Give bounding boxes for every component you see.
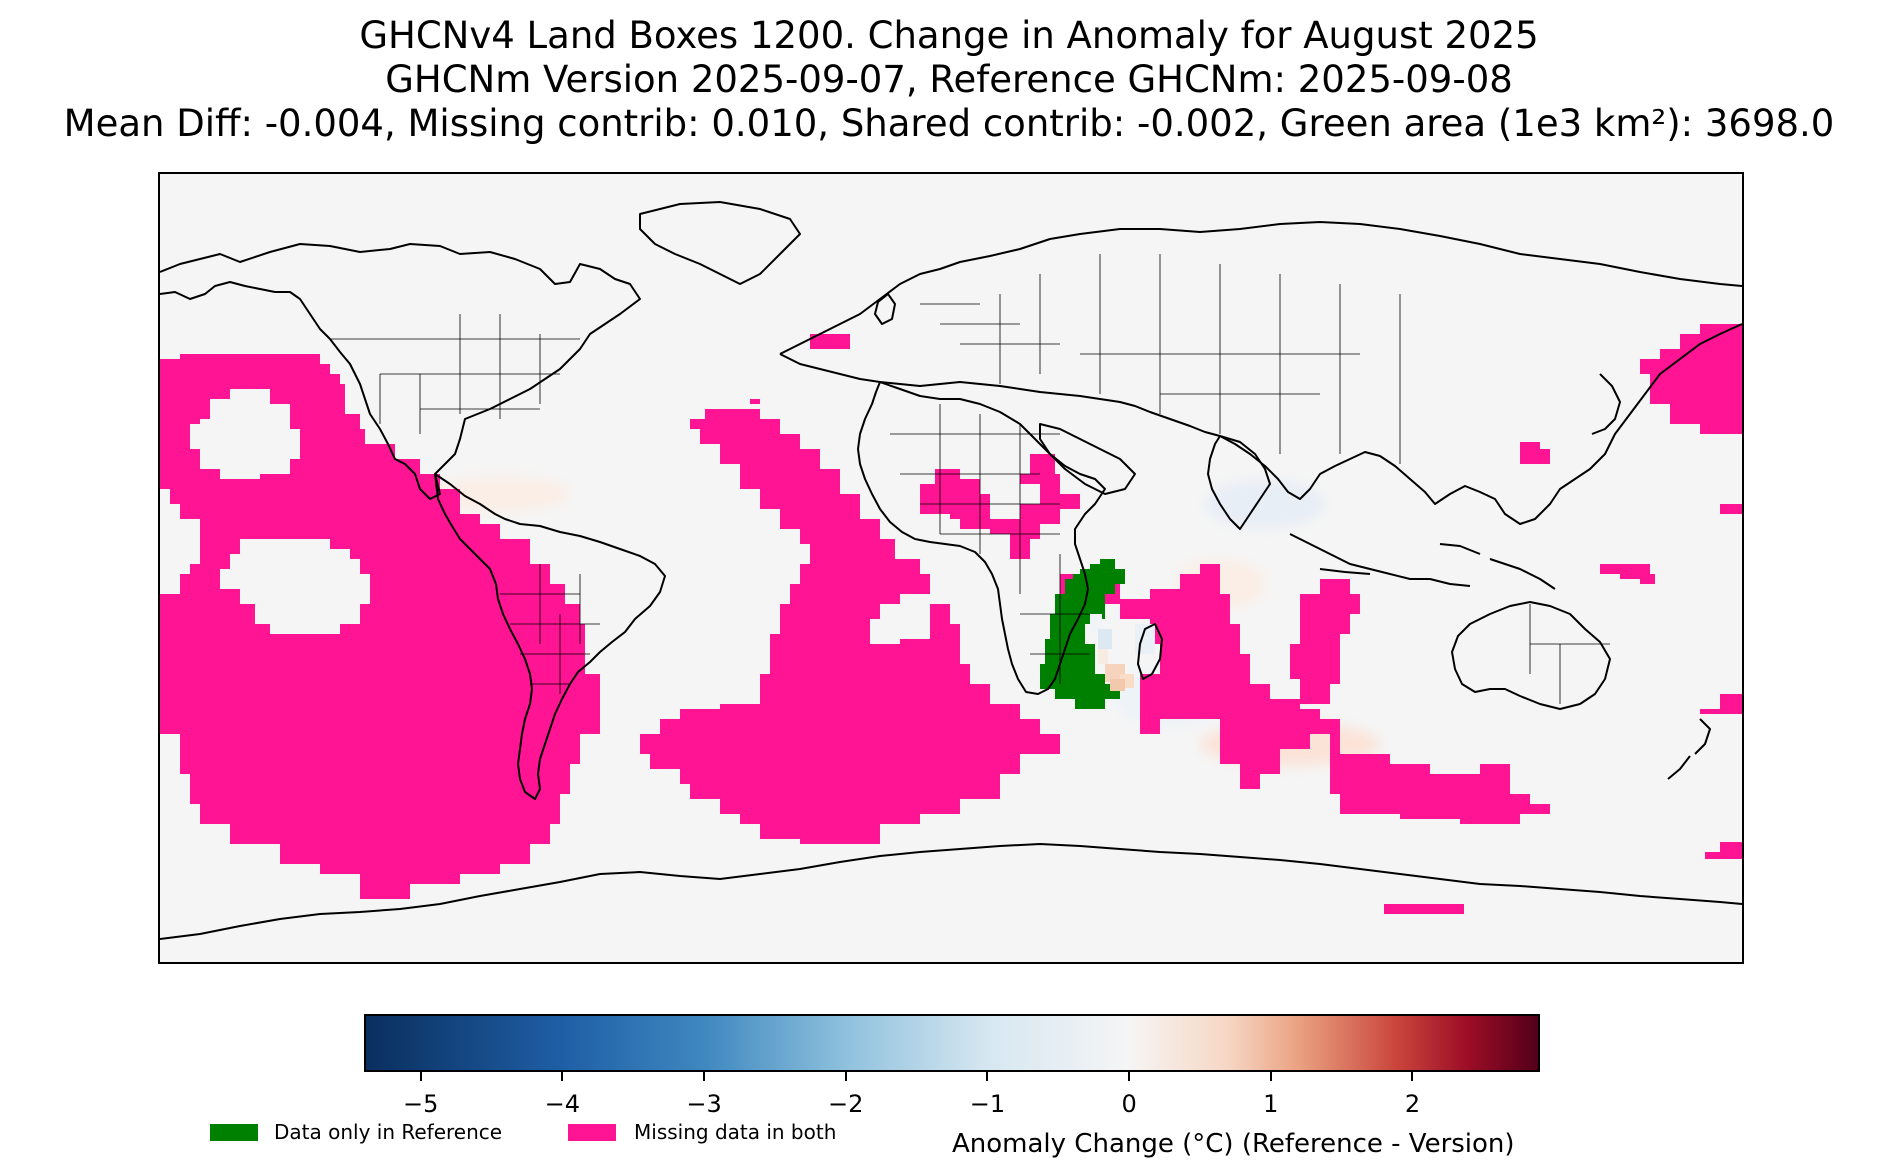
missing-region-north-atlantic	[810, 334, 850, 349]
border-layer	[330, 254, 1610, 704]
colorbar-tick-mark	[561, 1072, 564, 1081]
borders-south-america	[500, 564, 600, 694]
coastline-north-america	[160, 243, 641, 500]
map-panel	[158, 172, 1744, 964]
anomaly-cell	[1098, 649, 1108, 664]
coastline-layer	[160, 201, 1742, 940]
coastline-indonesia	[1289, 533, 1556, 590]
missing-region-east-africa	[920, 454, 1080, 559]
colorbar-tick-mark	[703, 1072, 706, 1081]
missing-region-south-atlantic	[640, 604, 1060, 844]
title-line-1: GHCNv4 Land Boxes 1200. Change in Anomal…	[359, 14, 1539, 57]
coastline-eurasia	[779, 221, 1742, 525]
missing-region-madagascar-east	[1170, 614, 1220, 684]
missing-region-pacific	[160, 354, 600, 899]
legend-swatch-missing-both	[568, 1124, 616, 1141]
colorbar-tick-mark	[1269, 1072, 1272, 1081]
missing-region-south-indian	[1290, 579, 1360, 704]
colorbar-tick-label: −1	[969, 1090, 1006, 1118]
colorbar-tick-label: −3	[686, 1090, 722, 1118]
anomaly-cell-layer	[1090, 614, 1155, 691]
colorbar-tick-label: 1	[1263, 1090, 1279, 1118]
legend-swatch-reference-only	[210, 1124, 258, 1141]
reference-only-layer	[1040, 559, 1125, 709]
legend-label-missing-both: Missing data in both	[634, 1120, 837, 1144]
colorbar-label: Anomaly Change (°C) (Reference - Version…	[952, 1129, 1515, 1159]
coastline-new-zealand	[1667, 718, 1711, 780]
colorbar-tick-mark	[419, 1072, 422, 1081]
reference-only-southern-africa	[1040, 559, 1125, 709]
missing-region-australia-south	[1330, 734, 1550, 824]
colorbar-tick-mark	[844, 1072, 847, 1081]
anomaly-patch	[1205, 479, 1325, 529]
missing-region-southeast-strip	[1700, 694, 1742, 714]
coastline-antarctica	[160, 843, 1742, 940]
coastline-india	[1207, 435, 1271, 530]
title-line-3: Mean Diff: -0.004, Missing contrib: 0.01…	[63, 102, 1835, 145]
missing-region-new-guinea	[1600, 564, 1655, 584]
missing-region-northwest-pacific	[1640, 324, 1742, 434]
borders-europe-asia	[920, 254, 1401, 464]
missing-region-philippine-sea	[1520, 442, 1550, 464]
title-line-2: GHCNm Version 2025-09-07, Reference GHCN…	[385, 58, 1513, 101]
missing-region-north-atlantic-2	[750, 399, 760, 404]
coastline-arabia	[1039, 423, 1136, 495]
borders-australia	[1529, 604, 1610, 704]
borders-north-america	[330, 314, 580, 434]
colorbar-tick-mark	[986, 1072, 989, 1081]
missing-data-layer	[160, 324, 1742, 914]
world-map	[160, 201, 1742, 940]
missing-region-antarctic-coast	[1384, 904, 1464, 914]
legend-label-reference-only: Data only in Reference	[274, 1120, 503, 1144]
colorbar-tick-label: −4	[544, 1090, 581, 1118]
colorbar	[364, 1014, 1540, 1072]
coastline-british-isles	[874, 293, 896, 325]
colorbar-tick-mark	[1128, 1072, 1131, 1081]
colorbar-tick-label: 0	[1121, 1090, 1137, 1118]
anomaly-patch	[430, 476, 570, 512]
anomaly-cell	[1110, 679, 1125, 691]
missing-region-pacific-west	[160, 594, 180, 604]
colorbar-tick-label: 2	[1404, 1090, 1421, 1118]
anomaly-cell	[1090, 614, 1102, 632]
missing-region-south-pacific-east	[1705, 842, 1742, 859]
borders-africa	[890, 404, 1090, 684]
anomaly-cell	[1098, 629, 1112, 649]
coastline-greenland	[639, 201, 801, 285]
colorbar-tick-mark	[1411, 1072, 1414, 1081]
missing-region-east-pacific-strip	[1720, 504, 1742, 514]
coastline-australia	[1451, 601, 1611, 710]
coastline-madagascar	[1137, 623, 1163, 680]
coastline-japan	[1591, 373, 1621, 435]
colorbar-tick-label: −2	[828, 1090, 864, 1118]
coastline-south-america	[434, 473, 666, 800]
missing-region-hawaii-south	[420, 484, 430, 494]
colorbar-tick-label: −5	[402, 1090, 439, 1118]
